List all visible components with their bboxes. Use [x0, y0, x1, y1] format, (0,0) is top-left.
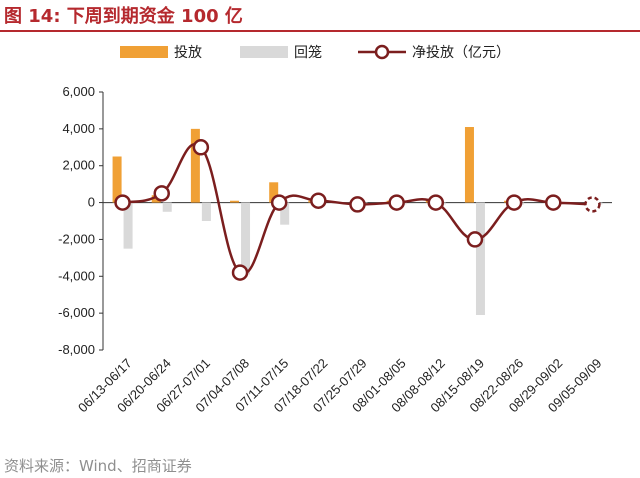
y-tick-label: 2,000 [62, 158, 95, 173]
bar-withdrawal [162, 202, 172, 212]
net-injection-point [466, 231, 484, 248]
x-tick-labels: 06/13-06/1706/20-06/2406/27-07/0107/04-0… [75, 356, 605, 416]
legend: 投放 回笼 净投放（亿元） [120, 44, 510, 61]
bar-injection [190, 128, 200, 203]
legend-label: 净投放（亿元） [412, 45, 510, 61]
legend-swatch-net-marker [374, 44, 390, 60]
bar-withdrawal [201, 202, 211, 221]
net-injection-point [427, 194, 445, 211]
y-tick-label: 6,000 [62, 84, 95, 99]
y-tick-label: -2,000 [58, 231, 95, 246]
bar-injection [230, 200, 240, 203]
net-injection-point [310, 192, 327, 209]
legend-label: 回笼 [294, 44, 322, 61]
legend-swatch-injection [120, 46, 168, 58]
bar-injection [464, 127, 474, 203]
net-injection-point [231, 264, 249, 281]
y-tick-label: 0 [88, 195, 95, 210]
legend-swatch-withdrawal [240, 46, 288, 58]
line-series [114, 139, 601, 281]
net-injection-point [388, 194, 405, 211]
bar-injection [269, 182, 279, 203]
bar-injection [112, 156, 122, 203]
net-injection-point [114, 194, 131, 211]
title-rule [0, 30, 640, 32]
net-injection-chart: 投放 回笼 净投放（亿元） 6,000 4,000 2,000 0 -2,000 -4,000… [58, 44, 612, 416]
y-tick-label: -4,000 [58, 268, 95, 283]
net-injection-point [349, 196, 366, 213]
net-injection-point [584, 196, 601, 213]
net-injection-point [545, 194, 562, 211]
bar-series [112, 127, 603, 315]
legend-label: 投放 [174, 45, 202, 61]
bar-withdrawal [123, 202, 133, 249]
net-injection-point [270, 194, 288, 211]
y-tick-label: -6,000 [58, 305, 95, 320]
source-note: 资料来源：Wind、招商证券 [4, 457, 192, 475]
net-injection-point [192, 139, 210, 156]
y-tick-label: -8,000 [58, 342, 95, 357]
bar-withdrawal [241, 202, 251, 275]
y-tick-label: 4,000 [62, 121, 95, 136]
axes: 6,000 4,000 2,000 0 -2,000 -4,000 -6,000 -8,000 [58, 84, 612, 357]
net-injection-point [505, 194, 523, 211]
bar-withdrawal [280, 202, 290, 225]
net-injection-point [153, 185, 170, 202]
figure-title: 图 14: 下周到期资金 100 亿 [4, 6, 243, 27]
bar-withdrawal [475, 202, 485, 315]
